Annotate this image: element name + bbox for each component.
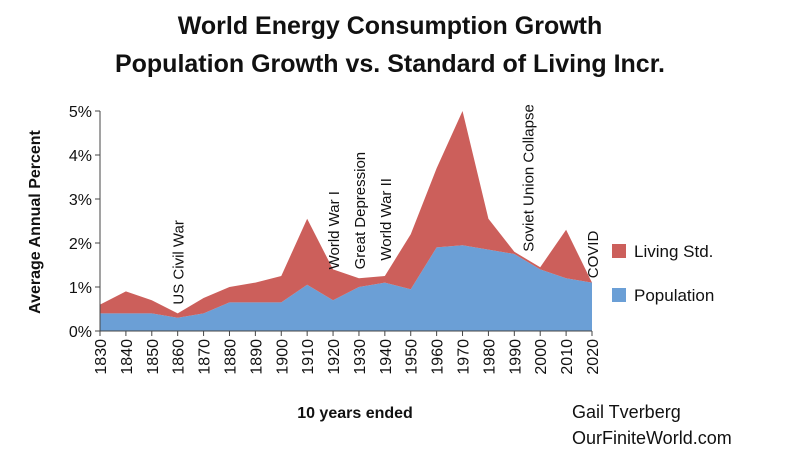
area	[100, 111, 592, 318]
x-tick-label: 1920	[326, 339, 343, 375]
y-tick-label: 1%	[69, 280, 92, 297]
x-tick-label: 1930	[352, 339, 369, 375]
credit: OurFiniteWorld.com	[572, 428, 732, 448]
legend-swatch	[612, 288, 626, 302]
x-tick-label: 2010	[559, 339, 576, 375]
x-tick-label: 1970	[456, 339, 473, 375]
credit: Gail Tverberg	[572, 402, 681, 422]
x-tick-label: 1940	[378, 339, 395, 375]
x-tick-label: 1950	[404, 339, 421, 375]
y-tick-label: 4%	[69, 148, 92, 165]
x-tick-label: 2020	[585, 339, 602, 375]
x-tick-label: 1840	[119, 339, 136, 375]
legend-label: Population	[634, 286, 714, 305]
y-tick-label: 2%	[69, 236, 92, 253]
x-axis-label: 10 years ended	[297, 405, 413, 422]
x-tick-label: 1960	[430, 339, 447, 375]
legend-swatch	[612, 244, 626, 258]
x-tick-label: 1900	[274, 339, 291, 375]
y-tick-label: 5%	[69, 104, 92, 121]
y-axis-label: Average Annual Percent	[27, 129, 44, 313]
annotation: World War II	[378, 178, 395, 261]
x-tick-label: 1910	[300, 339, 317, 375]
annotation: US Civil War	[171, 220, 188, 304]
x-tick-label: 2000	[533, 339, 550, 375]
y-tick-label: 3%	[69, 192, 92, 209]
legend-label: Living Std.	[634, 242, 713, 261]
chart-title: Population Growth vs. Standard of Living…	[115, 50, 665, 78]
annotation: COVID	[585, 231, 602, 279]
chart-title: World Energy Consumption Growth	[178, 12, 603, 40]
annotation: World War I	[326, 191, 343, 269]
annotation: Soviet Union Collapse	[520, 104, 537, 252]
x-tick-label: 1990	[507, 339, 524, 375]
x-tick-label: 1860	[171, 339, 188, 375]
x-tick-label: 1880	[222, 339, 239, 375]
x-tick-label: 1890	[248, 339, 265, 375]
area	[100, 245, 592, 331]
x-tick-label: 1830	[93, 339, 110, 375]
x-tick-label: 1850	[145, 339, 162, 375]
x-tick-label: 1980	[481, 339, 498, 375]
y-tick-label: 0%	[69, 324, 92, 341]
annotation: Great Depression	[352, 152, 369, 270]
x-tick-label: 1870	[197, 339, 214, 375]
